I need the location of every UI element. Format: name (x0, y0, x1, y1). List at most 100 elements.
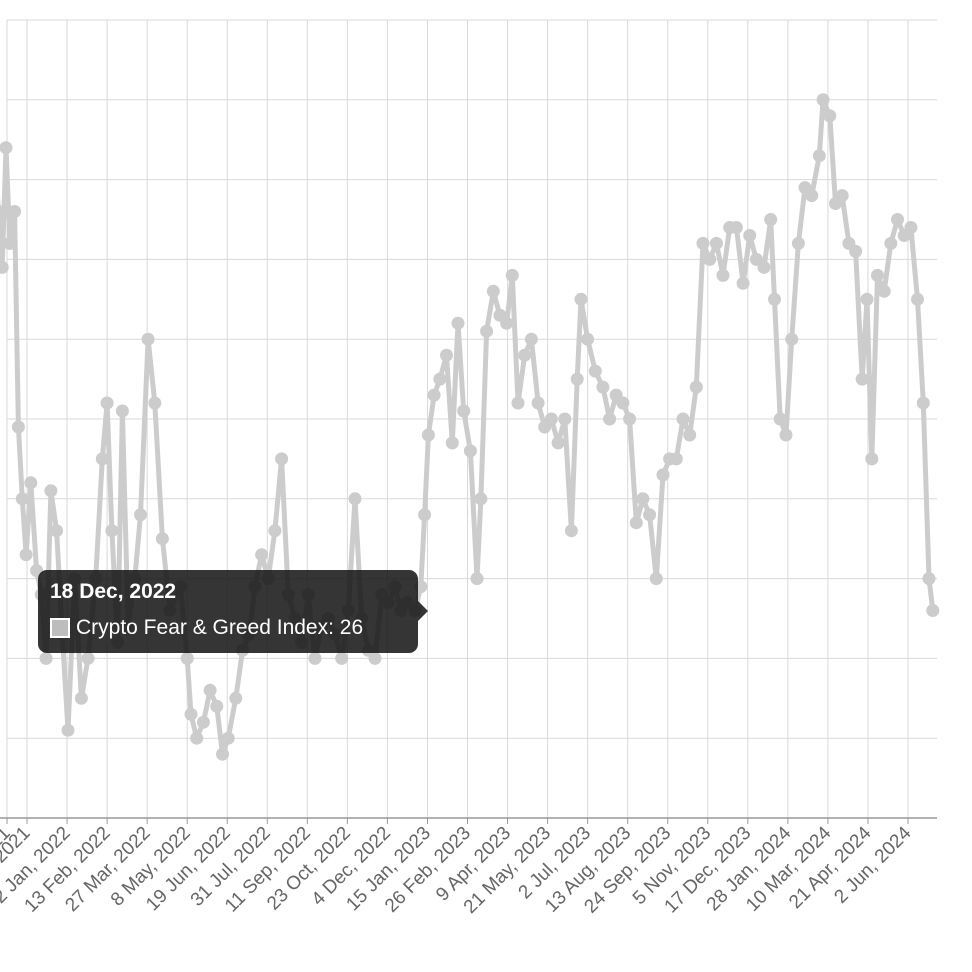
data-point (196, 715, 210, 729)
data-point (835, 189, 849, 203)
data-point (486, 284, 500, 298)
data-point (15, 492, 29, 506)
data-point (148, 396, 162, 410)
data-point (884, 236, 898, 250)
data-point (779, 428, 793, 442)
data-point (74, 691, 88, 705)
data-point (696, 236, 710, 250)
data-point (623, 412, 637, 426)
data-point (348, 492, 362, 506)
data-point (764, 213, 778, 226)
data-point (141, 332, 155, 346)
data-point (180, 651, 194, 665)
data-point (683, 428, 697, 442)
data-point (588, 364, 602, 378)
data-point (0, 260, 9, 274)
data-point (551, 436, 565, 450)
data-point (470, 572, 484, 586)
data-point (689, 380, 703, 394)
data-point (581, 332, 595, 346)
data-point (433, 372, 447, 386)
data-point (855, 372, 869, 386)
data-point (500, 316, 514, 330)
data-point (564, 524, 578, 538)
data-point (716, 268, 730, 282)
data-point (440, 348, 453, 362)
data-point (629, 516, 643, 530)
data-point (574, 292, 588, 306)
data-point (518, 348, 532, 362)
data-point (134, 508, 147, 522)
data-point (570, 372, 584, 386)
data-point (785, 332, 799, 346)
data-point (709, 236, 723, 250)
data-point (531, 396, 545, 410)
data-point (3, 236, 17, 250)
data-point (115, 404, 129, 418)
data-point (335, 651, 349, 665)
data-point (11, 420, 25, 434)
data-point (216, 747, 229, 761)
data-point (926, 604, 940, 617)
data-point (603, 412, 617, 426)
data-point (421, 428, 435, 442)
data-point (805, 189, 819, 203)
data-point (616, 396, 630, 410)
tooltip-date: 18 Dec, 2022 (50, 580, 177, 603)
data-point (451, 316, 465, 330)
data-point (203, 683, 217, 697)
data-point (50, 524, 64, 538)
data-point (229, 691, 243, 705)
data-point (427, 388, 441, 402)
data-point (596, 380, 610, 394)
data-point (865, 452, 879, 466)
data-point (877, 284, 891, 298)
data-point (669, 452, 683, 466)
data-point (44, 484, 58, 498)
data-point (849, 244, 863, 258)
data-point (558, 412, 572, 426)
data-point (736, 276, 750, 290)
data-point (190, 731, 204, 745)
series-line (0, 97, 936, 757)
data-point (0, 141, 13, 155)
data-point (418, 508, 432, 522)
data-point (911, 292, 924, 306)
data-point (184, 707, 198, 721)
data-point (39, 651, 53, 665)
data-point (19, 548, 33, 562)
data-point (81, 651, 95, 665)
data-point (891, 213, 904, 226)
data-point (643, 508, 657, 522)
data-point (773, 412, 787, 426)
data-tooltip: 18 Dec, 2022 Crypto Fear & Greed Index: … (38, 570, 428, 653)
data-point (255, 548, 269, 562)
data-point (474, 492, 488, 506)
data-point (100, 396, 114, 410)
data-point (743, 229, 757, 242)
tooltip-row: Crypto Fear & Greed Index: 26 (50, 616, 406, 640)
data-point (505, 268, 519, 282)
data-point (445, 436, 459, 450)
data-point (524, 332, 538, 346)
data-point (457, 404, 471, 418)
data-point (268, 524, 282, 538)
data-point (480, 324, 494, 338)
data-point (812, 149, 826, 163)
data-point (221, 731, 235, 745)
data-point (922, 572, 936, 586)
data-point (368, 651, 382, 665)
data-point (544, 412, 558, 426)
data-point (8, 205, 22, 218)
legend-swatch-icon (50, 618, 70, 638)
data-point (916, 396, 930, 410)
data-point (636, 492, 650, 506)
data-point (308, 651, 322, 665)
data-point (703, 252, 717, 266)
data-point (860, 292, 874, 306)
data-point (210, 699, 224, 713)
data-point (816, 93, 830, 107)
